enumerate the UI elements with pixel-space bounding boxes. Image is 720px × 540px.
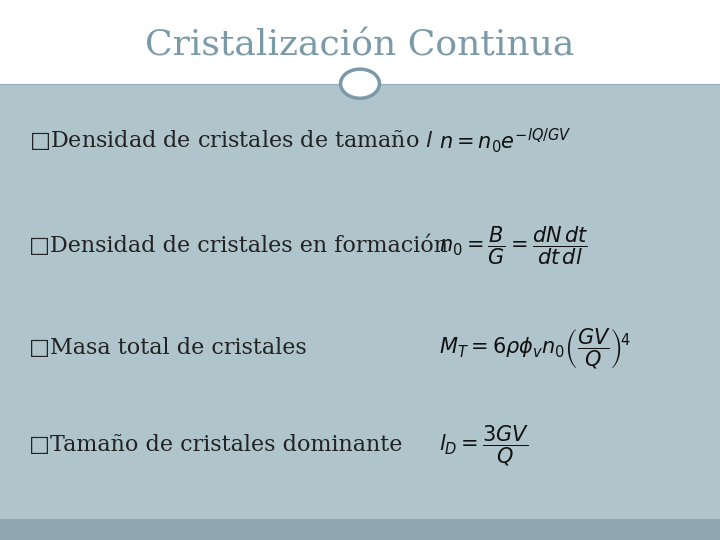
Text: Cristalización Continua: Cristalización Continua bbox=[145, 29, 575, 62]
FancyBboxPatch shape bbox=[0, 84, 720, 519]
Text: $n = n_0 e^{-lQ/GV}$: $n = n_0 e^{-lQ/GV}$ bbox=[439, 126, 572, 155]
FancyBboxPatch shape bbox=[0, 0, 720, 84]
Text: $M_T = 6\rho\phi_v n_0 \left(\dfrac{GV}{Q}\right)^{\!4}$: $M_T = 6\rho\phi_v n_0 \left(\dfrac{GV}{… bbox=[439, 326, 631, 370]
Text: □Densidad de cristales de tamaño $\mathit{l}$: □Densidad de cristales de tamaño $\mathi… bbox=[29, 129, 433, 152]
Text: □Masa total de cristales: □Masa total de cristales bbox=[29, 338, 307, 359]
Text: $n_0 = \dfrac{B}{G} = \dfrac{dN\,dt}{dt\,dl}$: $n_0 = \dfrac{B}{G} = \dfrac{dN\,dt}{dt\… bbox=[439, 225, 589, 267]
Text: □Tamaño de cristales dominante: □Tamaño de cristales dominante bbox=[29, 435, 402, 456]
FancyBboxPatch shape bbox=[0, 519, 720, 540]
Text: □Densidad de cristales en formación: □Densidad de cristales en formación bbox=[29, 235, 448, 256]
Circle shape bbox=[341, 69, 379, 98]
Text: $l_D = \dfrac{3GV}{Q}$: $l_D = \dfrac{3GV}{Q}$ bbox=[439, 423, 529, 468]
